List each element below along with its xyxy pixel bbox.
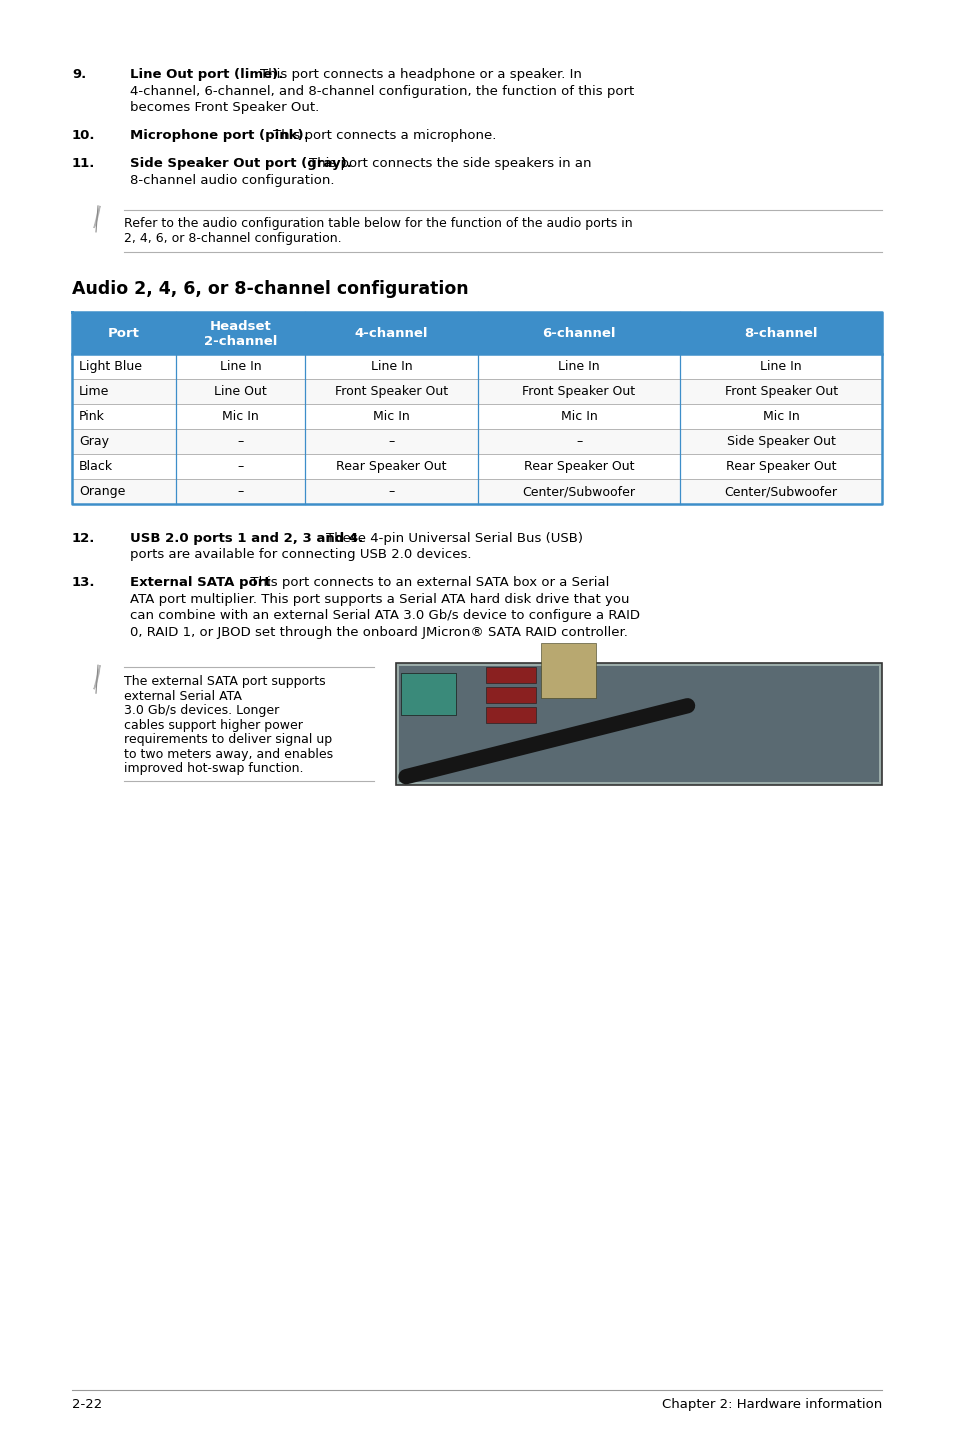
Text: 8-channel audio configuration.: 8-channel audio configuration. (130, 174, 335, 187)
Bar (485, 687, 536, 703)
Text: 8-channel: 8-channel (743, 326, 817, 339)
Text: –: – (388, 436, 395, 449)
Bar (485, 707, 536, 723)
Bar (400, 673, 456, 715)
Text: This port connects a headphone or a speaker. In: This port connects a headphone or a spea… (260, 68, 581, 81)
Text: –: – (388, 486, 395, 499)
Text: can combine with an external Serial ATA 3.0 Gb/s device to configure a RAID: can combine with an external Serial ATA … (130, 610, 639, 623)
Text: . This port connects to an external SATA box or a Serial: . This port connects to an external SATA… (242, 577, 609, 590)
Polygon shape (94, 666, 100, 689)
Text: This port connects the side speakers in an: This port connects the side speakers in … (309, 157, 591, 170)
Text: Line In: Line In (558, 361, 599, 374)
Bar (71, 404, 882, 429)
Bar (71, 429, 882, 454)
Text: Pink: Pink (79, 410, 105, 423)
Text: Center/Subwoofer: Center/Subwoofer (522, 486, 635, 499)
Bar (71, 378, 882, 404)
Text: cables support higher power: cables support higher power (124, 719, 302, 732)
Bar (395, 663, 882, 785)
Text: Front Speaker Out: Front Speaker Out (724, 385, 837, 398)
Text: 11.: 11. (71, 157, 95, 170)
Text: 0, RAID 1, or JBOD set through the onboard JMicron® SATA RAID controller.: 0, RAID 1, or JBOD set through the onboa… (130, 626, 627, 638)
Text: 2, 4, 6, or 8-channel configuration.: 2, 4, 6, or 8-channel configuration. (124, 232, 341, 244)
Text: Front Speaker Out: Front Speaker Out (335, 385, 448, 398)
Text: Line In: Line In (371, 361, 412, 374)
Text: Microphone port (pink).: Microphone port (pink). (130, 129, 309, 142)
Text: –: – (237, 436, 243, 449)
Text: Mic In: Mic In (373, 410, 410, 423)
Text: Mic In: Mic In (222, 410, 258, 423)
Text: external Serial ATA: external Serial ATA (124, 690, 242, 703)
Text: Line Out: Line Out (213, 385, 267, 398)
Text: ATA port multiplier. This port supports a Serial ATA hard disk drive that you: ATA port multiplier. This port supports … (130, 592, 629, 605)
Bar (540, 643, 596, 699)
Text: becomes Front Speaker Out.: becomes Front Speaker Out. (130, 101, 319, 114)
Text: External SATA port: External SATA port (130, 577, 271, 590)
Text: Chapter 2: Hardware information: Chapter 2: Hardware information (661, 1398, 882, 1411)
Text: 2-channel: 2-channel (204, 335, 277, 348)
Text: Mic In: Mic In (560, 410, 597, 423)
Bar (398, 666, 878, 782)
Text: ports are available for connecting USB 2.0 devices.: ports are available for connecting USB 2… (130, 548, 471, 561)
Text: Refer to the audio configuration table below for the function of the audio ports: Refer to the audio configuration table b… (124, 217, 632, 230)
Text: Gray: Gray (79, 436, 109, 449)
Text: 3.0 Gb/s devices. Longer: 3.0 Gb/s devices. Longer (124, 705, 279, 718)
Text: 2-22: 2-22 (71, 1398, 102, 1411)
Text: This port connects a microphone.: This port connects a microphone. (273, 129, 496, 142)
Text: Port: Port (108, 326, 140, 339)
Text: –: – (237, 460, 243, 473)
Text: improved hot-swap function.: improved hot-swap function. (124, 762, 303, 775)
Text: Front Speaker Out: Front Speaker Out (522, 385, 635, 398)
Text: 10.: 10. (71, 129, 95, 142)
Text: 4-channel, 6-channel, and 8-channel configuration, the function of this port: 4-channel, 6-channel, and 8-channel conf… (130, 85, 634, 98)
Text: Line In: Line In (219, 361, 261, 374)
Text: Orange: Orange (79, 486, 125, 499)
Text: 12.: 12. (71, 532, 95, 545)
Text: 4-channel: 4-channel (355, 326, 428, 339)
Text: Center/Subwoofer: Center/Subwoofer (724, 486, 837, 499)
Text: These 4-pin Universal Serial Bus (USB): These 4-pin Universal Serial Bus (USB) (326, 532, 582, 545)
Text: Light Blue: Light Blue (79, 361, 142, 374)
Text: Line In: Line In (760, 361, 801, 374)
Text: to two meters away, and enables: to two meters away, and enables (124, 748, 333, 761)
Text: Rear Speaker Out: Rear Speaker Out (523, 460, 634, 473)
Text: Line Out port (lime).: Line Out port (lime). (130, 68, 283, 81)
Polygon shape (94, 206, 100, 227)
Text: Black: Black (79, 460, 113, 473)
Bar (71, 479, 882, 503)
Text: USB 2.0 ports 1 and 2, 3 and 4.: USB 2.0 ports 1 and 2, 3 and 4. (130, 532, 363, 545)
Bar (485, 667, 536, 683)
Bar (71, 312, 882, 354)
Bar (71, 454, 882, 479)
Text: Side Speaker Out port (gray).: Side Speaker Out port (gray). (130, 157, 352, 170)
Bar (71, 354, 882, 378)
Text: Mic In: Mic In (762, 410, 799, 423)
Text: 13.: 13. (71, 577, 95, 590)
Text: –: – (237, 486, 243, 499)
Text: Audio 2, 4, 6, or 8-channel configuration: Audio 2, 4, 6, or 8-channel configuratio… (71, 280, 468, 298)
Text: –: – (576, 436, 581, 449)
Text: 9.: 9. (71, 68, 86, 81)
Text: Side Speaker Out: Side Speaker Out (726, 436, 835, 449)
Text: Rear Speaker Out: Rear Speaker Out (725, 460, 836, 473)
Text: Headset: Headset (210, 319, 271, 334)
Text: requirements to deliver signal up: requirements to deliver signal up (124, 733, 332, 746)
Text: The external SATA port supports: The external SATA port supports (124, 676, 325, 689)
Text: Rear Speaker Out: Rear Speaker Out (336, 460, 446, 473)
Text: 6-channel: 6-channel (541, 326, 616, 339)
Text: Lime: Lime (79, 385, 110, 398)
